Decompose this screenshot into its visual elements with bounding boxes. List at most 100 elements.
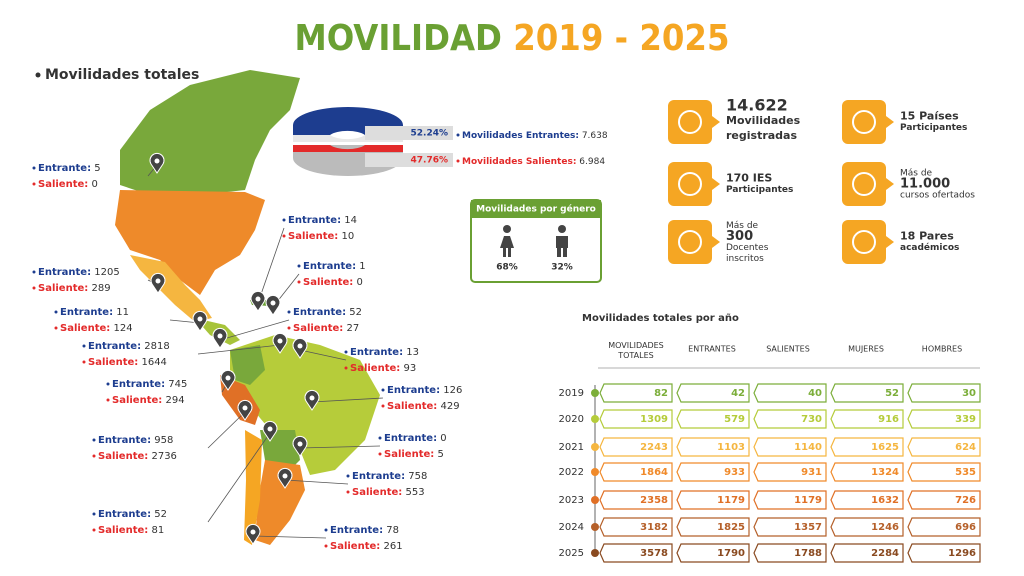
label-in: Entrante: <box>387 385 440 396</box>
cell-box <box>830 383 904 403</box>
bullet <box>378 452 382 456</box>
value-out: 93 <box>403 363 416 374</box>
pin-dot <box>297 441 303 447</box>
cell-value: 339 <box>955 414 976 425</box>
leader-line <box>207 411 246 449</box>
bullet <box>32 166 36 170</box>
cell-value: 1179 <box>794 495 822 506</box>
stat-line: inscritos <box>726 254 764 264</box>
pin <box>292 337 308 359</box>
value-in: 11 <box>116 307 129 318</box>
value-out: 294 <box>165 395 184 406</box>
gender-box: Movilidades por género 68% 32% <box>470 199 602 283</box>
cell-value: 1140 <box>794 442 822 453</box>
in-legend: Movilidades Entrantes: 7.638 <box>462 131 608 141</box>
pin-dot <box>154 158 160 164</box>
value-out: 81 <box>151 525 164 536</box>
value-in: 14 <box>344 215 357 226</box>
label-in: Entrante: <box>88 341 141 352</box>
cell-value: 2358 <box>640 495 668 506</box>
cell-box <box>753 409 827 429</box>
cell-box <box>830 490 904 510</box>
country-out: Saliente: 429 <box>387 401 460 412</box>
cell-box <box>676 409 750 429</box>
title-a: MOVILIDAD <box>295 18 502 59</box>
cell-value: 1296 <box>948 548 976 559</box>
year: 2019 <box>559 388 584 399</box>
label-out: Saliente: <box>387 401 437 412</box>
country-out: Saliente: 81 <box>98 525 164 536</box>
cell-box <box>753 490 827 510</box>
pin-dot <box>267 426 273 432</box>
title-b: 2019 - 2025 <box>513 18 729 59</box>
cell-value: 1864 <box>640 467 668 478</box>
stat-icon <box>668 220 712 264</box>
stat-line: cursos ofertados <box>900 191 975 201</box>
value-in: 2818 <box>144 341 169 352</box>
cell-value: 1790 <box>717 548 745 559</box>
cell-box <box>599 517 673 537</box>
cell-value: 1324 <box>871 467 899 478</box>
cell-box <box>753 517 827 537</box>
cell-value: 1632 <box>871 495 899 506</box>
cell-value: 535 <box>955 467 976 478</box>
cell-box <box>907 490 981 510</box>
cell-value: 726 <box>955 495 976 506</box>
men-pct: 32% <box>551 263 573 273</box>
cell-box <box>830 437 904 457</box>
value-out: 27 <box>346 323 359 334</box>
year-dot <box>591 389 599 397</box>
leader-line <box>219 319 290 341</box>
country-in: Entrante: 11 <box>60 307 129 318</box>
cell-box <box>753 437 827 457</box>
table-header: SALIENTES <box>766 345 810 354</box>
year: 2022 <box>559 467 584 478</box>
value-out: 553 <box>405 487 424 498</box>
stat-pointer <box>712 236 720 248</box>
label-out: Saliente: <box>98 525 148 536</box>
value-in: 758 <box>408 471 427 482</box>
bullet <box>82 360 86 364</box>
value-out: 0 <box>91 179 97 190</box>
stat-glyph <box>678 172 702 196</box>
year-dot <box>591 443 599 451</box>
label-out: Saliente: <box>88 357 138 368</box>
stat-line: 15 Países <box>900 110 959 123</box>
leader-line <box>311 397 384 403</box>
value-out: 10 <box>341 231 354 242</box>
label-in: Entrante: <box>98 509 151 520</box>
year: 2021 <box>559 442 584 453</box>
cell-box <box>676 517 750 537</box>
bullet <box>378 436 382 440</box>
bullet <box>297 280 301 284</box>
label-in: Entrante: <box>38 267 91 278</box>
cell-value: 82 <box>654 388 668 399</box>
bullet <box>324 544 328 548</box>
bullet <box>381 404 385 408</box>
cell-box <box>907 462 981 482</box>
pin <box>150 272 166 294</box>
value-in: 13 <box>406 347 419 358</box>
pin-dot <box>155 278 161 284</box>
pin-dot <box>282 473 288 479</box>
label-in: Entrante: <box>350 347 403 358</box>
country-out: Saliente: 27 <box>293 323 359 334</box>
cell-box <box>907 409 981 429</box>
label-out: Saliente: <box>352 487 402 498</box>
value-out: 289 <box>91 283 110 294</box>
label-in: Entrante: <box>112 379 165 390</box>
leader-line <box>299 349 347 361</box>
stat-line: 170 IES <box>726 172 772 185</box>
cell-box <box>907 543 981 563</box>
leader-line <box>252 535 327 539</box>
pin-dot <box>277 338 283 344</box>
cell-box <box>753 462 827 482</box>
label-out: Saliente: <box>98 451 148 462</box>
year: 2025 <box>559 548 584 559</box>
cell-box <box>676 462 750 482</box>
gender-title: Movilidades por género <box>476 204 596 215</box>
cell-box <box>907 437 981 457</box>
cell-box <box>599 437 673 457</box>
label-out: Saliente: <box>60 323 110 334</box>
cell-value: 3182 <box>640 522 668 533</box>
